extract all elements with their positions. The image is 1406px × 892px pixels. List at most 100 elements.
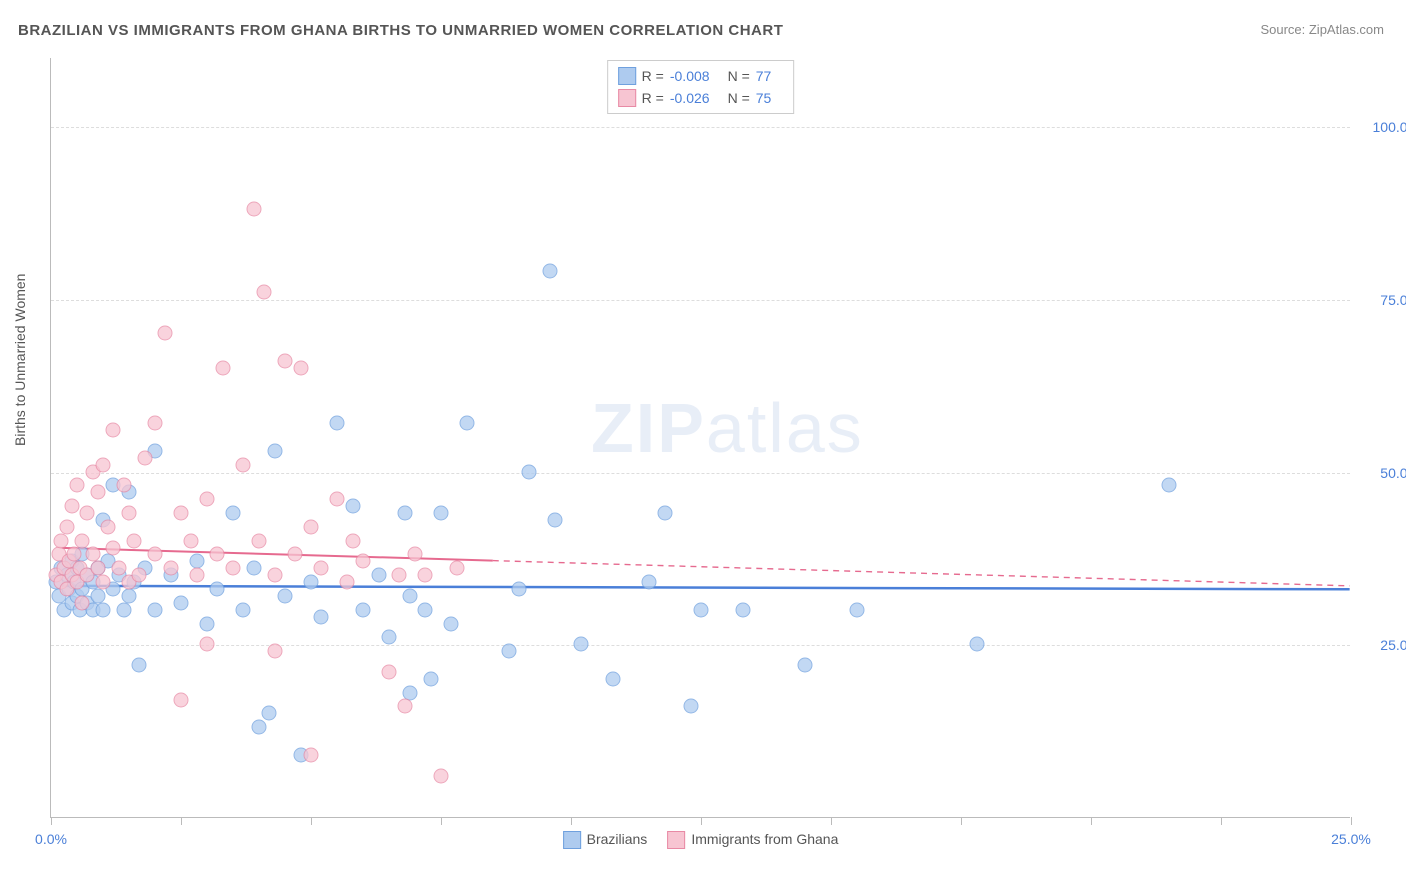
point-ghana: [257, 284, 272, 299]
point-ghana: [64, 499, 79, 514]
point-ghana: [418, 568, 433, 583]
point-ghana: [80, 506, 95, 521]
point-ghana: [148, 416, 163, 431]
point-ghana: [54, 533, 69, 548]
chart-title: BRAZILIAN VS IMMIGRANTS FROM GHANA BIRTH…: [18, 22, 783, 39]
point-brazilians: [423, 671, 438, 686]
point-brazilians: [969, 637, 984, 652]
point-ghana: [345, 533, 360, 548]
legend-swatch: [618, 67, 636, 85]
point-brazilians: [694, 602, 709, 617]
point-ghana: [304, 747, 319, 762]
y-tick-label: 100.0%: [1360, 119, 1406, 135]
point-brazilians: [116, 602, 131, 617]
point-brazilians: [850, 602, 865, 617]
point-ghana: [67, 547, 82, 562]
x-tick: [441, 817, 442, 825]
point-brazilians: [122, 588, 137, 603]
point-brazilians: [418, 602, 433, 617]
legend-r-value: -0.008: [670, 68, 710, 84]
point-ghana: [314, 561, 329, 576]
point-brazilians: [246, 561, 261, 576]
point-brazilians: [236, 602, 251, 617]
point-ghana: [304, 519, 319, 534]
gridline: [51, 300, 1350, 301]
legend-n-value: 75: [756, 90, 772, 106]
watermark-bold: ZIP: [591, 389, 706, 467]
point-brazilians: [434, 506, 449, 521]
x-tick: [961, 817, 962, 825]
point-ghana: [356, 554, 371, 569]
point-ghana: [101, 519, 116, 534]
y-tick-label: 25.0%: [1360, 637, 1406, 653]
point-brazilians: [444, 616, 459, 631]
point-ghana: [278, 354, 293, 369]
x-tick-label: 25.0%: [1331, 831, 1371, 847]
point-brazilians: [501, 644, 516, 659]
point-brazilians: [252, 720, 267, 735]
point-ghana: [137, 450, 152, 465]
point-ghana: [174, 506, 189, 521]
point-ghana: [75, 595, 90, 610]
point-brazilians: [574, 637, 589, 652]
legend-correlation: R =-0.008N =77R =-0.026N =75: [607, 60, 795, 114]
point-brazilians: [548, 512, 563, 527]
point-brazilians: [1162, 478, 1177, 493]
source-name: ZipAtlas.com: [1309, 22, 1384, 37]
point-ghana: [59, 519, 74, 534]
trendline-dashed: [493, 561, 1350, 586]
point-brazilians: [189, 554, 204, 569]
trendlines-layer: [51, 58, 1350, 817]
point-ghana: [434, 768, 449, 783]
point-brazilians: [382, 630, 397, 645]
point-ghana: [200, 492, 215, 507]
x-tick: [1221, 817, 1222, 825]
point-ghana: [397, 699, 412, 714]
point-ghana: [210, 547, 225, 562]
legend-n-value: 77: [756, 68, 772, 84]
x-tick: [1351, 817, 1352, 825]
point-ghana: [288, 547, 303, 562]
legend-series-label: Immigrants from Ghana: [691, 831, 838, 847]
legend-series-label: Brazilians: [587, 831, 648, 847]
point-ghana: [392, 568, 407, 583]
legend-correlation-row: R =-0.008N =77: [618, 65, 784, 87]
point-ghana: [70, 478, 85, 493]
point-brazilians: [96, 602, 111, 617]
y-tick-label: 75.0%: [1360, 292, 1406, 308]
y-axis-label: Births to Unmarried Women: [12, 274, 28, 446]
legend-r-value: -0.026: [670, 90, 710, 106]
point-ghana: [449, 561, 464, 576]
x-tick: [51, 817, 52, 825]
point-brazilians: [642, 575, 657, 590]
x-tick: [181, 817, 182, 825]
legend-n-label: N =: [728, 68, 750, 84]
legend-r-label: R =: [642, 90, 664, 106]
point-ghana: [215, 360, 230, 375]
point-ghana: [408, 547, 423, 562]
point-ghana: [267, 568, 282, 583]
x-tick-label: 0.0%: [35, 831, 67, 847]
point-ghana: [158, 326, 173, 341]
point-brazilians: [304, 575, 319, 590]
point-brazilians: [798, 658, 813, 673]
watermark-light: atlas: [706, 389, 864, 467]
point-brazilians: [397, 506, 412, 521]
point-brazilians: [522, 464, 537, 479]
point-brazilians: [262, 706, 277, 721]
point-ghana: [116, 478, 131, 493]
point-brazilians: [402, 685, 417, 700]
point-ghana: [330, 492, 345, 507]
point-ghana: [246, 202, 261, 217]
point-ghana: [184, 533, 199, 548]
point-brazilians: [683, 699, 698, 714]
point-ghana: [236, 457, 251, 472]
point-ghana: [96, 457, 111, 472]
watermark: ZIPatlas: [591, 388, 864, 468]
point-ghana: [148, 547, 163, 562]
point-ghana: [106, 423, 121, 438]
gridline: [51, 473, 1350, 474]
point-brazilians: [174, 595, 189, 610]
trendline-solid: [62, 586, 1350, 589]
point-ghana: [267, 644, 282, 659]
